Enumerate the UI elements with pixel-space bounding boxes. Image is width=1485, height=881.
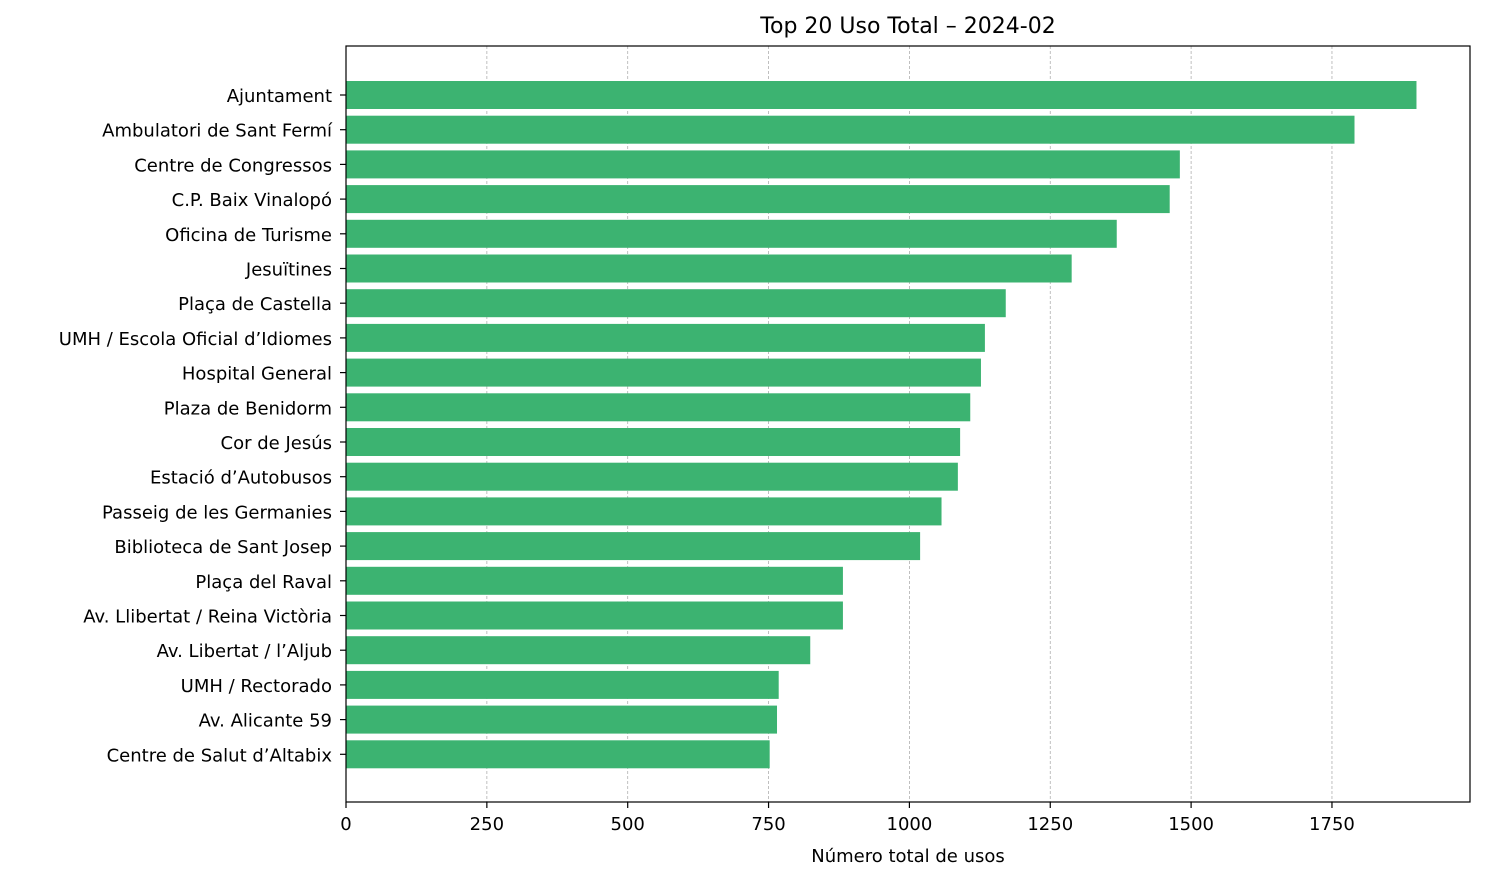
x-tick-label: 1750 (1309, 814, 1355, 835)
y-tick-label: Oficina de Turisme (165, 225, 332, 246)
bar (346, 497, 942, 526)
x-tick-label: 750 (751, 814, 785, 835)
y-tick-label: Ajuntament (227, 86, 332, 107)
y-tick-label: Hospital General (182, 364, 332, 385)
bar (346, 566, 843, 595)
bar (346, 254, 1072, 283)
bar (346, 636, 811, 665)
bar (346, 81, 1417, 109)
x-axis-label: Número total de usos (811, 846, 1005, 867)
bar (346, 428, 961, 456)
y-tick-label: UMH / Rectorado (181, 676, 332, 697)
bar (346, 219, 1117, 248)
x-tick-label: 1500 (1168, 814, 1214, 835)
chart-title: Top 20 Uso Total – 2024-02 (759, 14, 1055, 39)
y-tick-label: Centre de Salut d’Altabix (107, 745, 333, 766)
bar (346, 185, 1170, 214)
y-tick-label: UMH / Escola Oficial d’Idiomes (59, 329, 332, 350)
x-tick-label: 0 (340, 814, 351, 835)
bar (346, 289, 1006, 318)
y-tick-label: Jesuïtines (245, 260, 332, 281)
y-tick-label: Passeig de les Germanies (102, 502, 332, 523)
x-tick-labels: 0 250 500 750 1000 1250 1500 1750 (340, 802, 1355, 835)
y-tick-label: Plaça de Castella (178, 294, 332, 315)
y-tick-label: Plaza de Benidorm (164, 398, 332, 419)
y-tick-label: Ambulatori de Sant Fermí (102, 121, 333, 142)
y-tick-label: Cor de Jesús (221, 433, 332, 454)
bar (346, 601, 843, 630)
x-tick-label: 1250 (1027, 814, 1073, 835)
bar (346, 115, 1355, 144)
bar (346, 323, 985, 352)
y-tick-label: Av. Libertat / l’Aljub (157, 641, 332, 662)
y-tick-label: Av. Llibertat / Reina Victòria (83, 607, 332, 628)
bar (346, 393, 971, 422)
bar (346, 358, 981, 387)
y-tick-label: C.P. Baix Vinalopó (172, 190, 332, 211)
bar (346, 462, 958, 491)
y-tick-label: Plaça del Raval (195, 572, 332, 593)
x-tick-label: 1000 (887, 814, 933, 835)
y-tick-label: Biblioteca de Sant Josep (114, 537, 332, 558)
x-tick-label: 500 (611, 814, 645, 835)
bars (346, 81, 1417, 769)
bar (346, 740, 770, 769)
bar (346, 670, 779, 699)
bar (346, 532, 921, 561)
bar (346, 705, 778, 734)
y-tick-labels: Ajuntament Ambulatori de Sant Fermí Centre… (59, 86, 346, 766)
bar (346, 150, 1180, 179)
y-tick-label: Centre de Congressos (134, 155, 332, 176)
y-tick-label: Av. Alicante 59 (199, 711, 332, 732)
plot-frame (345, 45, 1471, 803)
y-tick-label: Estació d’Autobusos (150, 468, 332, 489)
x-tick-label: 250 (470, 814, 504, 835)
